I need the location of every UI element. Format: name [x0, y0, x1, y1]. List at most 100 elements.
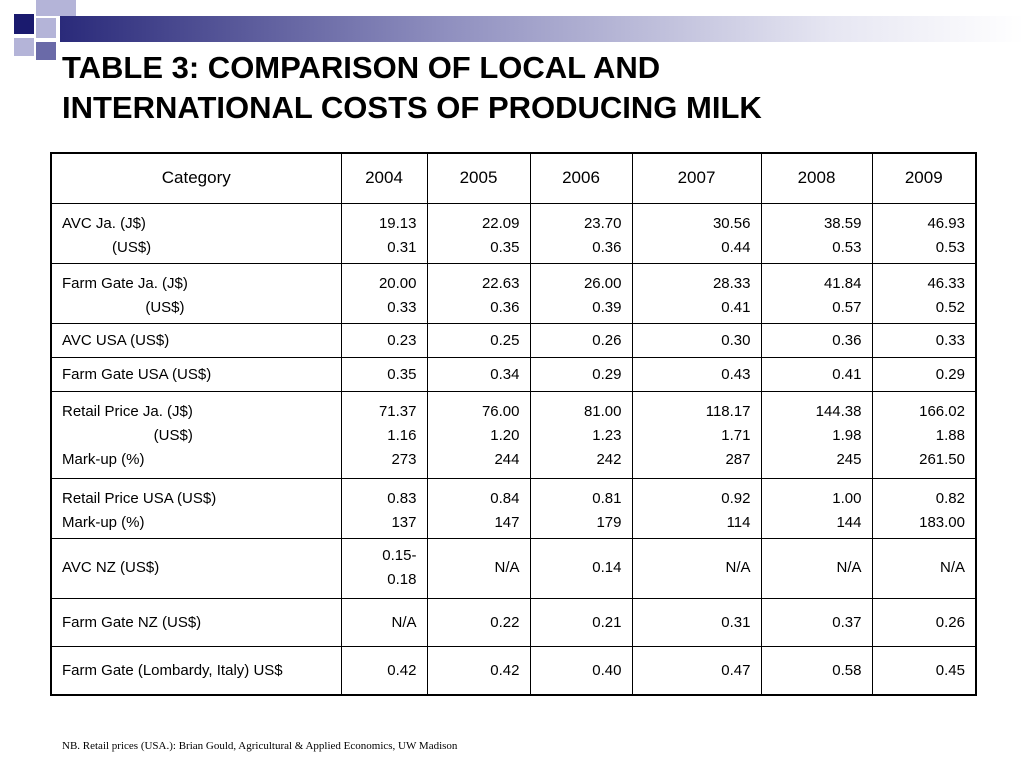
value-cell: 19.13 0.31: [340, 202, 428, 264]
cell-value: 0.53: [832, 238, 862, 256]
cell-value: 0.26: [592, 331, 622, 349]
cell-value: 287: [725, 451, 751, 469]
cell-value: 0.52: [935, 298, 965, 316]
row-category: AVC USA (US$): [50, 322, 342, 359]
table-row: Farm Gate Ja. (J$) (US$) 20.00 0.33 22.63 0.…: [50, 262, 977, 324]
table-row: Retail Price USA (US$) Mark-up (%) 0.83 137…: [50, 477, 977, 539]
decor-square: [58, 0, 76, 16]
cell-value: 166.02: [919, 403, 965, 421]
cell-value: 1.88: [935, 427, 965, 445]
value-cell: N/A: [871, 537, 977, 600]
cell-value: 0.47: [721, 661, 751, 679]
cell-value: 147: [494, 513, 520, 531]
value-cell: 0.26: [871, 598, 977, 648]
cell-value: 0.81: [592, 489, 622, 507]
cell-value: 0.42: [490, 661, 520, 679]
value-cell: 0.15- 0.18: [340, 537, 428, 600]
category-label: (US$): [62, 298, 185, 316]
cell-value: 0.43: [721, 365, 751, 383]
value-cell: 41.84 0.57: [760, 262, 873, 324]
cell-value: 0.40: [592, 661, 622, 679]
table-row: Farm Gate USA (US$) 0.35 0.34 0.29 0.43 0.41 0…: [50, 357, 977, 393]
value-cell: 0.45: [871, 646, 977, 696]
cell-value: 0.21: [592, 613, 622, 631]
header-gradient-bar: [60, 16, 1024, 42]
header-year: 2008: [760, 152, 873, 204]
cell-value: 30.56: [712, 214, 751, 232]
value-cell: 0.41: [760, 357, 873, 393]
cell-value: 0.15-: [382, 547, 417, 565]
value-cell: 0.34: [426, 357, 531, 393]
category-label: AVC NZ (US$): [62, 559, 160, 577]
row-category: Farm Gate USA (US$): [50, 357, 342, 393]
value-cell: 0.33: [871, 322, 977, 359]
cell-value: 46.33: [927, 274, 965, 292]
row-category: Farm Gate Ja. (J$) (US$): [50, 262, 342, 324]
cell-value: 0.29: [592, 365, 622, 383]
cell-value: 242: [596, 451, 622, 469]
table-row: Retail Price Ja. (J$) (US$) Mark-up (%) 71…: [50, 391, 977, 479]
value-cell: 0.92 114: [631, 477, 762, 539]
cell-value: 144.38: [815, 403, 862, 421]
cell-value: 0.39: [592, 298, 622, 316]
category-label: AVC Ja. (J$): [62, 214, 146, 232]
header-year: 2004: [340, 152, 428, 204]
value-cell: 1.00 144: [760, 477, 873, 539]
table-header-row: Category 2004 2005 2006 2007 2008 2009: [50, 152, 977, 204]
value-cell: 118.17 1.71 287: [631, 391, 762, 479]
cell-value: 0.36: [490, 298, 520, 316]
value-cell: 22.63 0.36: [426, 262, 531, 324]
cell-value: 22.63: [481, 274, 520, 292]
row-category: Retail Price Ja. (J$) (US$) Mark-up (%): [50, 391, 342, 479]
cell-value: 0.41: [832, 365, 862, 383]
value-cell: 0.82 183.00: [871, 477, 977, 539]
value-cell: 38.59 0.53: [760, 202, 873, 264]
value-cell: 0.58: [760, 646, 873, 696]
cell-value: 0.57: [832, 298, 862, 316]
cell-value: 46.93: [927, 214, 965, 232]
row-category: Farm Gate NZ (US$): [50, 598, 342, 648]
cell-value: 1.23: [592, 427, 622, 445]
cell-value: 38.59: [823, 214, 862, 232]
value-cell: 0.43: [631, 357, 762, 393]
value-cell: 46.33 0.52: [871, 262, 977, 324]
value-cell: 23.70 0.36: [529, 202, 633, 264]
value-cell: 0.36: [760, 322, 873, 359]
cell-value: 28.33: [712, 274, 751, 292]
table-row: AVC USA (US$) 0.23 0.25 0.26 0.30 0.36 0.33: [50, 322, 977, 359]
value-cell: 0.29: [529, 357, 633, 393]
cell-value: 0.25: [490, 331, 520, 349]
cell-value: 0.42: [387, 661, 417, 679]
value-cell: 166.02 1.88 261.50: [871, 391, 977, 479]
cell-value: 0.31: [387, 238, 417, 256]
cell-value: 1.00: [832, 489, 862, 507]
table-row: Farm Gate NZ (US$) N/A 0.22 0.21 0.31 0.37 0.2…: [50, 598, 977, 648]
value-cell: 0.37: [760, 598, 873, 648]
decor-square: [36, 18, 56, 38]
decor-square: [14, 38, 34, 56]
cell-value: 20.00: [378, 274, 417, 292]
value-cell: N/A: [426, 537, 531, 600]
cell-value: 22.09: [481, 214, 520, 232]
row-category: AVC NZ (US$): [50, 537, 342, 600]
cell-value: 0.82: [935, 489, 965, 507]
cell-value: 1.71: [721, 427, 751, 445]
cell-value: 0.37: [832, 613, 862, 631]
cell-value: 81.00: [583, 403, 622, 421]
cell-value: N/A: [391, 613, 417, 631]
cell-value: N/A: [836, 559, 862, 577]
cell-value: 0.36: [592, 238, 622, 256]
cell-value: 1.16: [387, 427, 417, 445]
value-cell: 0.31: [631, 598, 762, 648]
cell-value: 118.17: [705, 403, 751, 421]
category-label: AVC USA (US$): [62, 331, 170, 349]
cell-value: 0.84: [490, 489, 520, 507]
value-cell: 30.56 0.44: [631, 202, 762, 264]
cell-value: 0.31: [721, 613, 751, 631]
cell-value: 0.29: [935, 365, 965, 383]
cell-value: 71.37: [378, 403, 417, 421]
header-year: 2007: [631, 152, 762, 204]
value-cell: 22.09 0.35: [426, 202, 531, 264]
value-cell: 81.00 1.23 242: [529, 391, 633, 479]
category-label: Farm Gate (Lombardy, Italy) US$: [62, 661, 283, 679]
